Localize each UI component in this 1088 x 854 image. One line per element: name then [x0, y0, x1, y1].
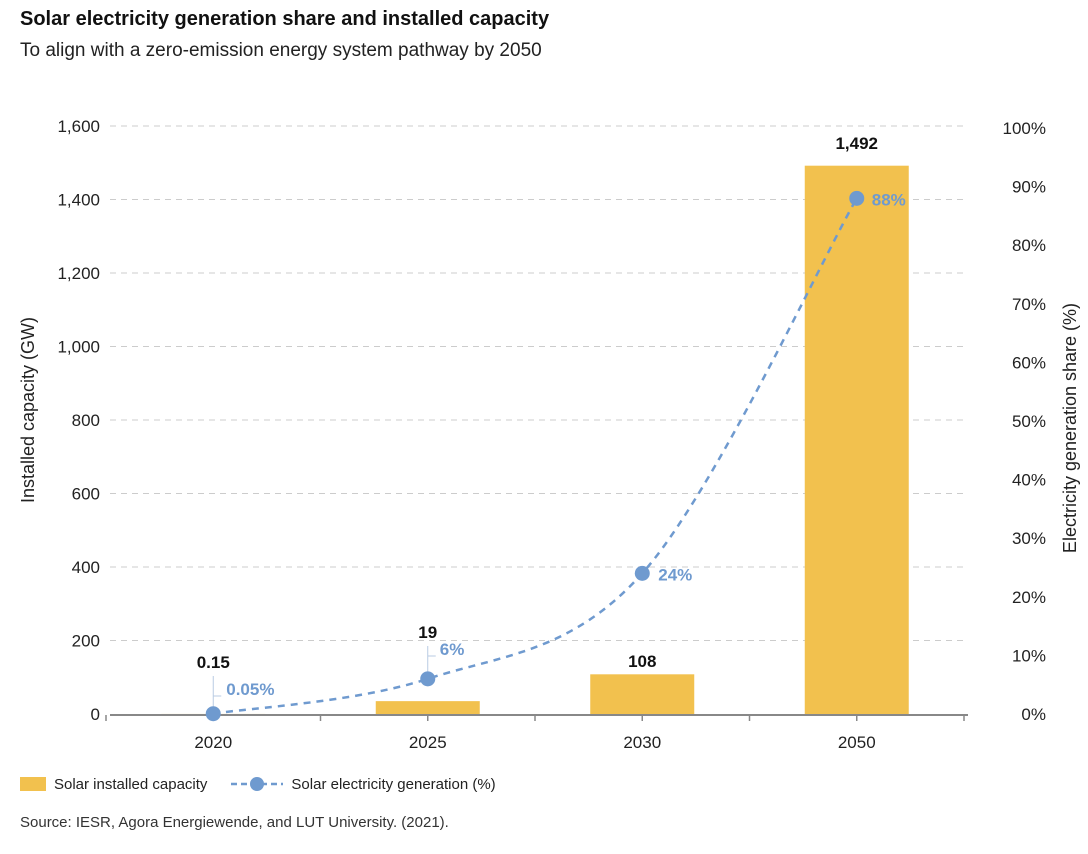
y-tick-label: 200: [72, 632, 100, 651]
y-tick-label: 600: [72, 485, 100, 504]
data-point: [205, 706, 221, 722]
y-tick-label: 800: [72, 411, 100, 430]
legend-line-swatch: [231, 777, 284, 791]
y2-tick-label: 30%: [1012, 529, 1046, 548]
series-line: [213, 197, 858, 715]
x-tick-label: 2020: [194, 733, 232, 752]
y-tick-label: 1,000: [57, 338, 100, 357]
x-tick-label: 2025: [409, 733, 447, 752]
chart-title: Solar electricity generation share and i…: [20, 8, 550, 30]
x-tick-label: 2030: [623, 733, 661, 752]
data-point: [634, 565, 650, 581]
y2-tick-label: 40%: [1012, 471, 1046, 490]
y-tick-label: 1,400: [57, 191, 100, 210]
y2-tick-label: 10%: [1012, 646, 1046, 665]
bar: [375, 701, 480, 714]
y2-tick-label: 70%: [1012, 295, 1046, 314]
combo-chart: 0 200 400 600 800 1,000 1,200 1,400 1,600 0% 10% 20…: [18, 117, 1080, 752]
y2-tick-label: 100%: [1003, 119, 1046, 138]
y2-axis-title: Electricity generation share (%): [1060, 303, 1080, 553]
point-value-label: 6%: [440, 640, 465, 659]
point-value-label: 0.05%: [226, 680, 274, 699]
leader-line: [427, 646, 436, 673]
data-point: [849, 190, 865, 206]
y-tick-label: 0: [91, 705, 100, 724]
bar-value-label: 19: [418, 623, 437, 642]
leader-line: [212, 676, 222, 708]
y2-tick-label: 20%: [1012, 588, 1046, 607]
data-point: [420, 671, 436, 687]
bar: [590, 674, 695, 714]
y-tick-label: 1,200: [57, 264, 100, 283]
y-tick-label: 1,600: [57, 117, 100, 136]
y-axis-title: Installed capacity (GW): [18, 317, 38, 503]
chart-subtitle: To align with a zero-emission energy sys…: [20, 40, 542, 61]
x-tick-label: 2050: [838, 733, 876, 752]
bar-value-label: 1,492: [835, 134, 878, 153]
bar-value-label: 0.15: [197, 653, 230, 672]
point-value-label: 88%: [872, 190, 906, 209]
y2-tick-label: 80%: [1012, 236, 1046, 255]
y2-tick-label: 60%: [1012, 353, 1046, 372]
legend-line-label: Solar electricity generation (%): [291, 775, 496, 793]
y2-tick-label: 90%: [1012, 178, 1046, 197]
legend-bar-label: Solar installed capacity: [54, 775, 208, 793]
source-note: Source: IESR, Agora Energiewende, and LU…: [20, 814, 449, 831]
y-tick-label: 400: [72, 558, 100, 577]
y2-tick-label: 50%: [1012, 412, 1046, 431]
point-value-label: 24%: [658, 565, 692, 584]
legend: Solar installed capacity Solar electrici…: [20, 774, 496, 794]
legend-bar-swatch: [20, 777, 46, 791]
bar-value-label: 108: [628, 652, 656, 671]
bar: [804, 165, 909, 714]
y2-tick-label: 0%: [1021, 705, 1046, 724]
